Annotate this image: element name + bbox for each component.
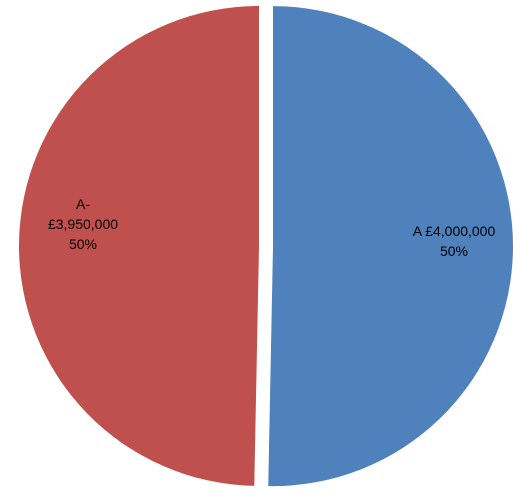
slice-label-line: A £4,000,000 (413, 223, 496, 239)
pie-slice-a (268, 6, 513, 487)
slice-label-line: A- (76, 196, 90, 212)
slice-label-line: 50% (440, 243, 468, 259)
slice-label-a-minus: A- £3,950,000 50% (48, 196, 118, 252)
pie-slice-a-minus (18, 5, 260, 486)
slice-label-line: 50% (69, 236, 97, 252)
slice-label-a: A £4,000,000 50% (413, 223, 496, 259)
slice-label-line: £3,950,000 (48, 216, 118, 232)
